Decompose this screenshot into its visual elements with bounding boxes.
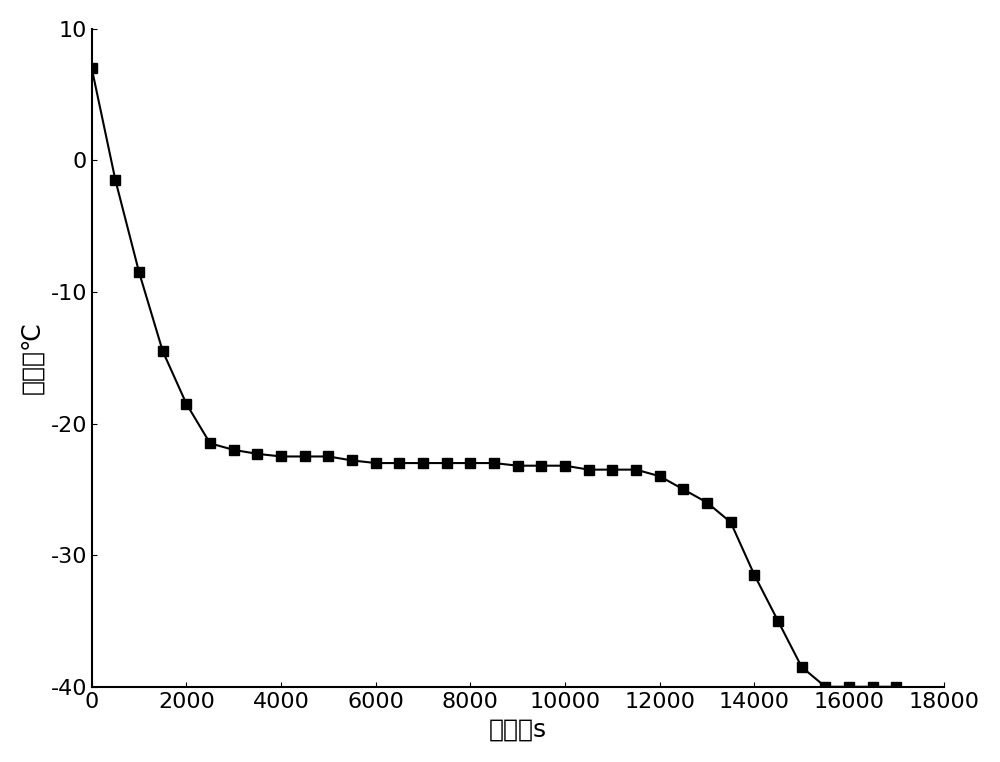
Y-axis label: 温度／℃: 温度／℃: [21, 322, 45, 395]
X-axis label: 时间／s: 时间／s: [489, 717, 547, 741]
